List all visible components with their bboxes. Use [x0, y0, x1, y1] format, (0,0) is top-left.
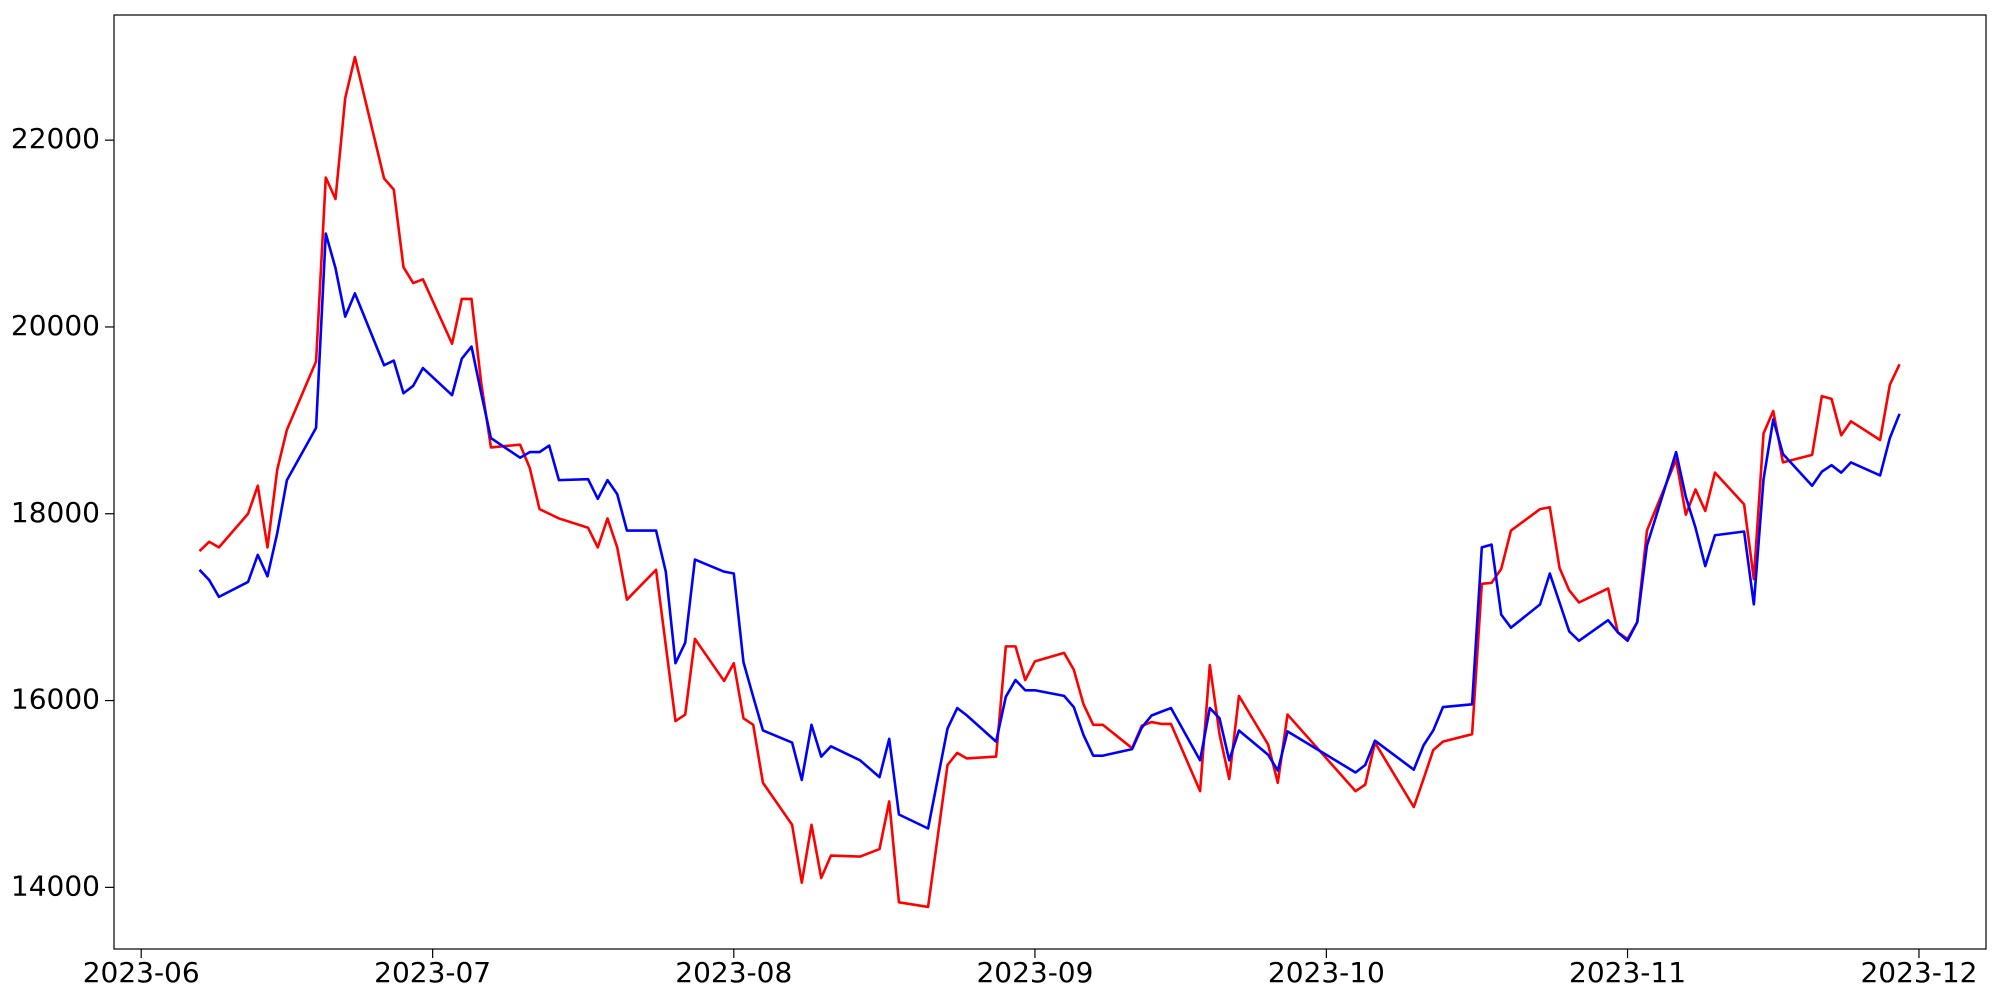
plot-frame: [113, 14, 1987, 950]
x-tick-label: 2023-12: [1860, 956, 1977, 989]
x-tick-label: 2023-08: [675, 956, 792, 989]
series-line: [198, 232, 1901, 830]
x-tick-label: 2023-06: [83, 956, 200, 989]
y-tick-label: 16000: [11, 683, 100, 716]
x-tick-label: 2023-10: [1268, 956, 1385, 989]
x-tick-label: 2023-11: [1569, 956, 1686, 989]
y-tick-label: 22000: [11, 122, 100, 155]
x-tick-label: 2023-09: [976, 956, 1093, 989]
y-tick-label: 20000: [11, 309, 100, 342]
y-tick-label: 14000: [11, 869, 100, 902]
y-tick-label: 18000: [11, 496, 100, 529]
x-tick-label: 2023-07: [374, 956, 491, 989]
